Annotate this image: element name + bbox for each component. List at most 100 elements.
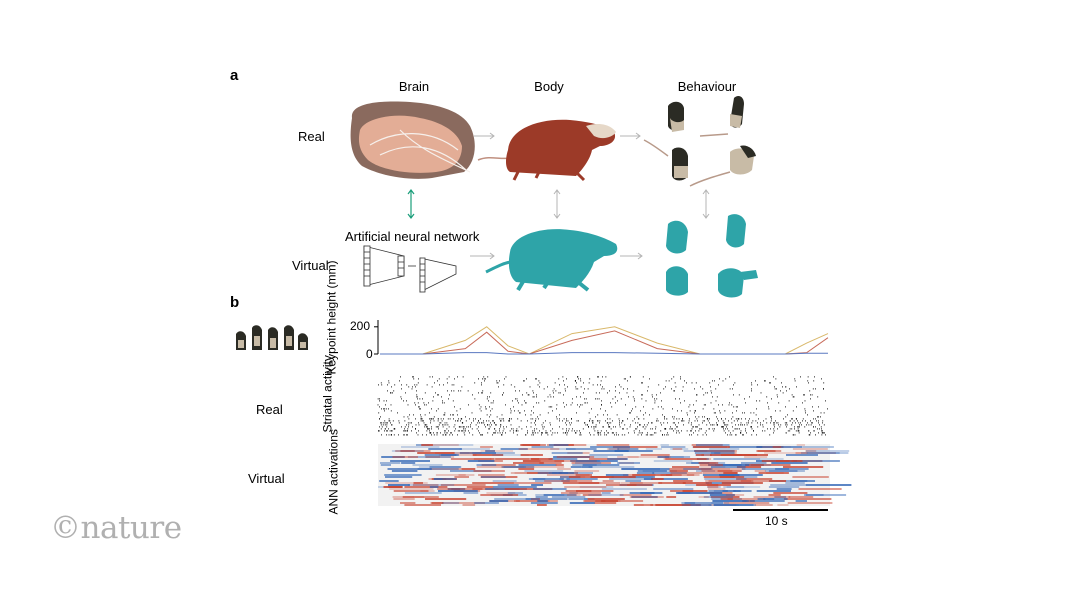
heatmap-cell [612,446,658,448]
heatmap-cell [433,478,457,480]
heatmap-cell [593,450,629,452]
heatmap-cell [476,466,525,468]
heatmap-cell [548,458,578,460]
virtual-rat-body [485,229,618,292]
heatmap-cell [582,464,620,466]
heatmap-cell [637,470,667,472]
heatmap-cell [768,494,781,496]
heatmap-cell [664,456,691,458]
heatmap-cell [764,470,805,472]
heatmap-cell [389,488,434,490]
heatmap-cell [707,486,721,488]
heatmap-cell [481,464,516,466]
heatmap-cell [763,498,775,500]
heatmap-cell [380,462,401,464]
heatmap-cell [381,456,405,458]
heatmap-cell [480,446,493,448]
heatmap-cell [494,498,540,500]
heatmap-cell [672,448,683,450]
heatmap-cell [553,456,590,458]
heatmap-cell [719,474,763,476]
heatmap-cell [632,474,673,476]
heatmap-cell [392,496,425,498]
heatmap-cell [702,472,737,474]
heatmap-cell [412,464,443,466]
heatmap-cell [653,460,693,462]
heatmap-cell [561,492,601,494]
ann-schematic [363,245,457,293]
heatmap-cell [795,452,836,454]
heatmap-cell [594,502,617,504]
vertical-arrow-behaviour [702,189,710,219]
column-header-behaviour: Behaviour [677,79,737,94]
heatmap-cell [513,482,552,484]
heatmap-cell [387,468,432,470]
heatmap-cell [601,488,647,490]
heatmap-cell [379,480,399,482]
striatal-activity-raster [377,376,828,436]
heatmap-cell [744,456,768,458]
heatmap-cell [713,458,761,460]
heatmap-cell [705,480,752,482]
heatmap-cell [562,482,600,484]
heatmap-cell [758,472,789,474]
heatmap-cell [617,456,639,458]
heatmap-cell [768,486,800,488]
heatmap-cell [503,466,526,468]
heatmap-cell [492,480,517,482]
heatmap-cell [768,480,808,482]
heatmap-cell [631,496,658,498]
heatmap-cell [795,500,807,502]
heatmap-cell [567,494,581,496]
heatmap-cell [728,446,763,448]
real-behaviour-rats [643,96,756,187]
heatmap-cell [694,450,735,452]
heatmap-cell [621,468,670,470]
heatmap-cell [531,484,543,486]
heatmap-cell [518,468,535,470]
heatmap-cell [708,488,726,490]
heatmap-cell [703,476,745,478]
heatmap-cell [556,456,595,458]
heatmap-cell [507,492,523,494]
heatmap-cell [777,504,789,506]
heatmap-cell [407,456,451,458]
heatmap-cell [764,452,808,454]
heatmap-cell [569,502,595,504]
heatmap-cell [522,444,546,446]
heatmap-cell [660,474,682,476]
heatmap-cell [504,488,553,490]
heatmap-cell [704,478,747,480]
heatmap-cell [391,470,418,472]
heatmap-cell [530,502,558,504]
vertical-arrow-green [407,189,415,219]
heatmap-cell [407,484,455,486]
heatmap-cell [760,458,784,460]
heatmap-cell [561,480,593,482]
heatmap-cell [564,486,607,488]
heatmap-cell [661,446,686,448]
heatmap-cell [571,462,611,464]
heatmap-cell [390,460,430,462]
heatmap-cell [740,480,786,482]
heatmap-cell [574,470,600,472]
heatmap-cell [383,486,403,488]
heatmap-cell [701,454,712,456]
heatmap-cell [806,452,840,454]
heatmap-cell [733,490,752,492]
heatmap-cell [723,472,738,474]
panel-b-row-label-virtual: Virtual [248,471,285,486]
heatmap-cell [788,496,814,498]
heatmap-cell [607,458,628,460]
heatmap-cell [518,464,557,466]
heatmap-cell [711,466,746,468]
heatmap-cell [723,502,770,504]
heatmap-cell [804,494,847,496]
heatmap-cell [651,478,664,480]
heatmap-cell [672,466,700,468]
heatmap-cell [713,504,754,506]
heatmap-cell [428,448,462,450]
heatmap-cell [535,496,548,498]
heatmap-cell [548,444,569,446]
heatmap-cell [643,478,688,480]
